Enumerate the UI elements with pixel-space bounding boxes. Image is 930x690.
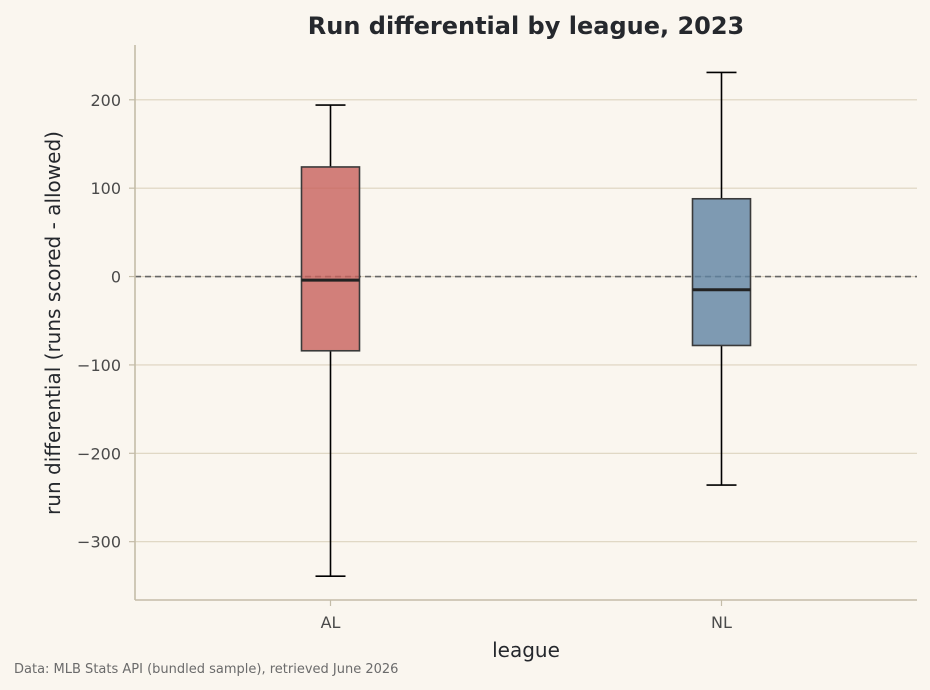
y-tick-label: −100 — [77, 356, 121, 375]
iqr-box — [300, 166, 361, 352]
y-axis-label: run differential (runs scored - allowed) — [41, 131, 65, 515]
y-tick-label: −200 — [77, 444, 121, 463]
y-tick-label: 100 — [90, 179, 121, 198]
grid-layer — [135, 99, 917, 543]
axis-layer — [134, 45, 917, 601]
x-tick-label: AL — [321, 613, 341, 632]
iqr-box — [691, 197, 752, 347]
y-tick-label: 0 — [111, 268, 121, 287]
x-axis-label: league — [492, 638, 560, 662]
x-tick-label: NL — [711, 613, 732, 632]
tick-layer: 200 100 0 −100 −200 −300 AL NL — [77, 91, 732, 632]
source-note: Data: MLB Stats API (bundled sample), re… — [14, 662, 398, 677]
box-layer — [300, 71, 752, 577]
y-tick-label: 200 — [90, 91, 121, 110]
box-al — [300, 104, 361, 577]
box-nl — [691, 71, 752, 486]
chart-title: Run differential by league, 2023 — [308, 12, 745, 40]
y-tick-label: −300 — [77, 533, 121, 552]
